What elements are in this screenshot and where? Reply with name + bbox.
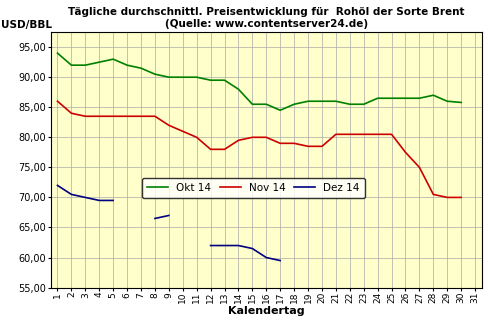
Okt 14 — [152, 72, 158, 76]
Nov 14 — [346, 132, 352, 136]
Nov 14 — [152, 114, 158, 118]
Dez 14 — [165, 214, 171, 217]
Dez 14 — [152, 216, 158, 220]
Nov 14 — [318, 144, 324, 148]
Okt 14 — [110, 57, 116, 61]
Okt 14 — [82, 63, 88, 67]
Nov 14 — [221, 147, 227, 151]
Okt 14 — [305, 99, 310, 103]
Okt 14 — [138, 66, 143, 70]
Nov 14 — [180, 129, 185, 133]
Okt 14 — [68, 63, 74, 67]
Nov 14 — [55, 99, 61, 103]
Okt 14 — [124, 63, 130, 67]
Line: Nov 14: Nov 14 — [58, 101, 460, 197]
Dez 14 — [263, 255, 269, 259]
Okt 14 — [457, 100, 463, 104]
Okt 14 — [165, 75, 171, 79]
Okt 14 — [429, 93, 435, 97]
Okt 14 — [416, 96, 422, 100]
Title: Tägliche durchschnittl. Preisentwicklung für  Rohöl der Sorte Brent
(Quelle: www: Tägliche durchschnittl. Preisentwicklung… — [68, 7, 464, 28]
Dez 14 — [207, 244, 213, 247]
Nov 14 — [235, 138, 241, 142]
Nov 14 — [457, 195, 463, 199]
Nov 14 — [290, 141, 296, 145]
Nov 14 — [68, 111, 74, 115]
Dez 14 — [221, 244, 227, 247]
Nov 14 — [193, 135, 199, 139]
Okt 14 — [332, 99, 338, 103]
Okt 14 — [374, 96, 380, 100]
Okt 14 — [388, 96, 394, 100]
Nov 14 — [207, 147, 213, 151]
Okt 14 — [402, 96, 407, 100]
Nov 14 — [416, 165, 422, 169]
Okt 14 — [263, 102, 269, 106]
Dez 14 — [82, 195, 88, 199]
Nov 14 — [429, 193, 435, 196]
Nov 14 — [263, 135, 269, 139]
X-axis label: Kalendertag: Kalendertag — [227, 306, 304, 316]
Okt 14 — [249, 102, 255, 106]
Okt 14 — [207, 78, 213, 82]
Nov 14 — [402, 151, 407, 154]
Dez 14 — [96, 199, 102, 203]
Okt 14 — [318, 99, 324, 103]
Okt 14 — [96, 60, 102, 64]
Nov 14 — [249, 135, 255, 139]
Nov 14 — [124, 114, 130, 118]
Nov 14 — [138, 114, 143, 118]
Nov 14 — [305, 144, 310, 148]
Legend: Okt 14, Nov 14, Dez 14: Okt 14, Nov 14, Dez 14 — [142, 178, 364, 198]
Nov 14 — [110, 114, 116, 118]
Line: Okt 14: Okt 14 — [58, 53, 460, 110]
Okt 14 — [290, 102, 296, 106]
Okt 14 — [55, 51, 61, 55]
Dez 14 — [235, 244, 241, 247]
Okt 14 — [221, 78, 227, 82]
Nov 14 — [360, 132, 366, 136]
Dez 14 — [110, 199, 116, 203]
Dez 14 — [68, 193, 74, 196]
Nov 14 — [332, 132, 338, 136]
Nov 14 — [388, 132, 394, 136]
Nov 14 — [165, 123, 171, 127]
Nov 14 — [82, 114, 88, 118]
Text: USD/BBL: USD/BBL — [1, 20, 52, 29]
Okt 14 — [180, 75, 185, 79]
Okt 14 — [360, 102, 366, 106]
Nov 14 — [444, 195, 449, 199]
Line: Dez 14: Dez 14 — [58, 185, 280, 261]
Okt 14 — [346, 102, 352, 106]
Nov 14 — [374, 132, 380, 136]
Nov 14 — [277, 141, 283, 145]
Dez 14 — [55, 183, 61, 187]
Okt 14 — [235, 87, 241, 91]
Okt 14 — [277, 108, 283, 112]
Nov 14 — [96, 114, 102, 118]
Dez 14 — [249, 246, 255, 250]
Dez 14 — [277, 259, 283, 263]
Okt 14 — [444, 99, 449, 103]
Okt 14 — [193, 75, 199, 79]
